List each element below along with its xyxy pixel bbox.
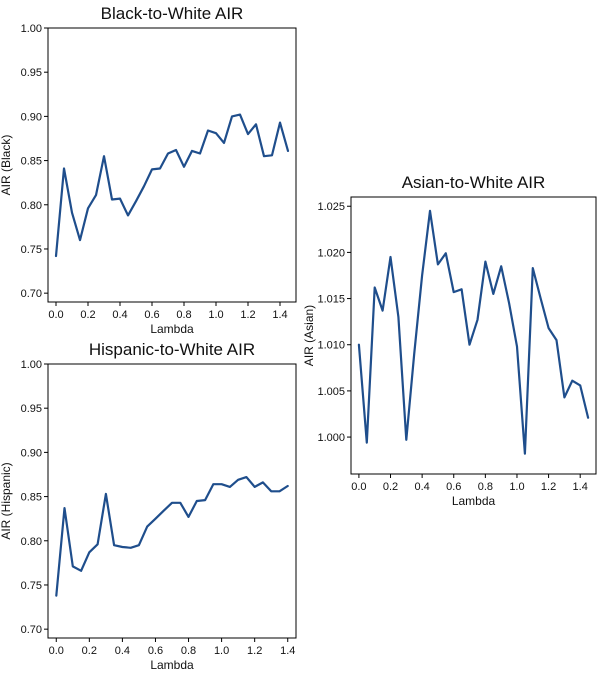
y-tick-label: 1.005 bbox=[317, 386, 345, 398]
y-tick-label: 0.75 bbox=[21, 244, 42, 256]
x-tick-label: 0.0 bbox=[351, 481, 366, 493]
x-tick-label: 0.4 bbox=[112, 309, 127, 321]
chart-title: Asian-to-White AIR bbox=[402, 173, 546, 192]
y-tick-label: 0.95 bbox=[21, 403, 42, 415]
y-tick-label: 1.000 bbox=[317, 432, 345, 444]
y-tick-label: 0.80 bbox=[21, 536, 42, 548]
y-tick-label: 0.70 bbox=[21, 288, 42, 300]
y-tick-label: 0.75 bbox=[21, 580, 42, 592]
x-tick-label: 0.4 bbox=[115, 645, 130, 657]
x-tick-label: 1.0 bbox=[208, 309, 223, 321]
x-tick-label: 0.0 bbox=[48, 309, 63, 321]
y-axis-label: AIR (Black) bbox=[0, 135, 13, 196]
series-line bbox=[54, 113, 290, 258]
x-tick-label: 0.8 bbox=[478, 481, 493, 493]
y-tick-label: 1.00 bbox=[21, 359, 42, 371]
y-axis-label: AIR (Asian) bbox=[302, 305, 316, 366]
chart-title: Black-to-White AIR bbox=[101, 4, 244, 23]
x-tick-label: 0.8 bbox=[176, 309, 191, 321]
x-tick-label: 0.2 bbox=[82, 645, 97, 657]
x-tick-label: 0.6 bbox=[148, 645, 163, 657]
x-tick-label: 1.0 bbox=[214, 645, 229, 657]
y-tick-label: 0.85 bbox=[21, 492, 42, 504]
y-tick-label: 1.00 bbox=[21, 23, 42, 35]
x-tick-label: 1.2 bbox=[247, 645, 262, 657]
y-tick-label: 0.70 bbox=[21, 624, 42, 636]
x-tick-label: 0.6 bbox=[144, 309, 159, 321]
chart-hispanic: Hispanic-to-White AIR 0.0 0.2 0.4 0.6 0.8 1.0 1… bbox=[0, 340, 297, 672]
x-tick-label: 1.4 bbox=[280, 645, 295, 657]
chart-title: Hispanic-to-White AIR bbox=[89, 340, 255, 359]
x-tick-label: 1.4 bbox=[272, 309, 287, 321]
x-tick-label: 1.2 bbox=[240, 309, 255, 321]
x-tick-label: 0.8 bbox=[181, 645, 196, 657]
plot-frame bbox=[47, 27, 297, 303]
y-tick-label: 0.85 bbox=[21, 156, 42, 168]
series-line bbox=[357, 209, 590, 455]
y-tick-label: 0.80 bbox=[21, 200, 42, 212]
x-axis-label: Lambda bbox=[452, 494, 496, 508]
x-tick-label: 1.4 bbox=[573, 481, 588, 493]
x-tick-label: 0.2 bbox=[383, 481, 398, 493]
series-line bbox=[55, 476, 289, 597]
x-tick-label: 1.0 bbox=[509, 481, 524, 493]
x-axis-label: Lambda bbox=[150, 658, 194, 672]
x-tick-label: 0.6 bbox=[446, 481, 461, 493]
chart-black: Black-to-White AIR 0.0 0.2 0.4 0.6 0.8 1.0 1.2 1… bbox=[0, 4, 297, 336]
y-tick-label: 1.025 bbox=[317, 201, 345, 213]
y-tick-label: 1.020 bbox=[317, 247, 345, 259]
x-tick-label: 0.2 bbox=[80, 309, 95, 321]
x-tick-label: 0.0 bbox=[49, 645, 64, 657]
y-tick-label: 0.90 bbox=[21, 447, 42, 459]
y-tick-label: 0.95 bbox=[21, 67, 42, 79]
y-tick-label: 1.015 bbox=[317, 294, 345, 306]
x-tick-label: 1.2 bbox=[541, 481, 556, 493]
y-tick-label: 1.010 bbox=[317, 340, 345, 352]
y-axis-label: AIR (Hispanic) bbox=[0, 462, 13, 539]
plot-frame bbox=[350, 196, 597, 475]
plot-frame bbox=[47, 363, 297, 639]
y-tick-label: 0.90 bbox=[21, 111, 42, 123]
x-axis-label: Lambda bbox=[150, 322, 194, 336]
chart-asian: Asian-to-White AIR 0.0 0.2 0.4 0.6 0.8 1.0 1.2 1… bbox=[302, 173, 597, 508]
x-tick-label: 0.4 bbox=[414, 481, 429, 493]
